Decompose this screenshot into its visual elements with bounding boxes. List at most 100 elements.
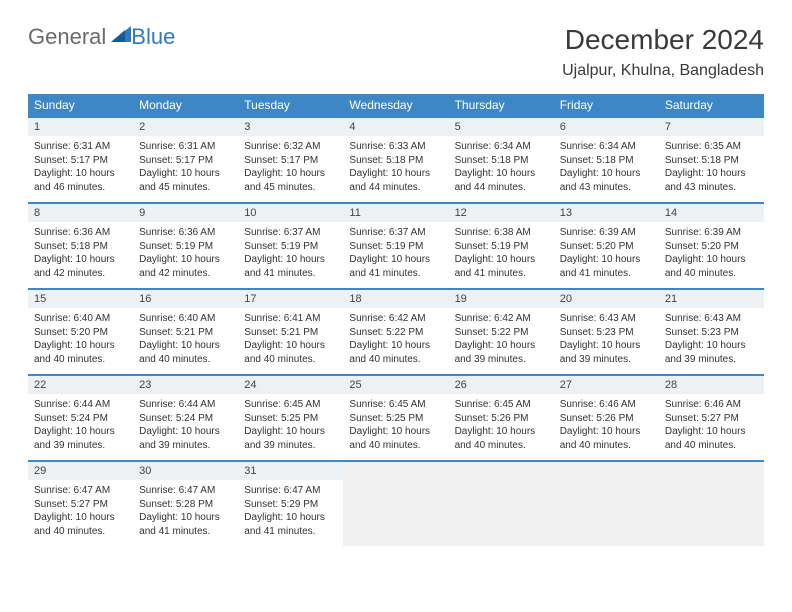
location: Ujalpur, Khulna, Bangladesh bbox=[562, 62, 764, 80]
calendar-cell: 2Sunrise: 6:31 AMSunset: 5:17 PMDaylight… bbox=[133, 117, 238, 203]
calendar-cell: 14Sunrise: 6:39 AMSunset: 5:20 PMDayligh… bbox=[659, 203, 764, 289]
sunrise-line: Sunrise: 6:40 AM bbox=[139, 312, 232, 326]
day-number: 18 bbox=[343, 290, 448, 308]
calendar-cell: 21Sunrise: 6:43 AMSunset: 5:23 PMDayligh… bbox=[659, 289, 764, 375]
calendar-cell-empty bbox=[554, 461, 659, 546]
daylight-line: Daylight: 10 hours and 45 minutes. bbox=[139, 167, 232, 194]
day-number: 21 bbox=[659, 290, 764, 308]
daylight-line: Daylight: 10 hours and 40 minutes. bbox=[455, 425, 548, 452]
day-info: Sunrise: 6:45 AMSunset: 5:26 PMDaylight:… bbox=[449, 394, 554, 460]
calendar-cell: 29Sunrise: 6:47 AMSunset: 5:27 PMDayligh… bbox=[28, 461, 133, 546]
calendar-cell: 9Sunrise: 6:36 AMSunset: 5:19 PMDaylight… bbox=[133, 203, 238, 289]
calendar-cell: 24Sunrise: 6:45 AMSunset: 5:25 PMDayligh… bbox=[238, 375, 343, 461]
title-block: December 2024 Ujalpur, Khulna, Banglades… bbox=[562, 24, 764, 80]
sunset-line: Sunset: 5:23 PM bbox=[560, 326, 653, 340]
calendar-cell: 20Sunrise: 6:43 AMSunset: 5:23 PMDayligh… bbox=[554, 289, 659, 375]
calendar-cell: 12 Sunrise: 6:38 AMSunset: 5:19 PMDayligh… bbox=[449, 203, 554, 289]
calendar-cell: 4Sunrise: 6:33 AMSunset: 5:18 PMDaylight… bbox=[343, 117, 448, 203]
calendar-row: 8Sunrise: 6:36 AMSunset: 5:18 PMDaylight… bbox=[28, 203, 764, 289]
calendar-row: 29Sunrise: 6:47 AMSunset: 5:27 PMDayligh… bbox=[28, 461, 764, 546]
calendar-cell: 18Sunrise: 6:42 AMSunset: 5:22 PMDayligh… bbox=[343, 289, 448, 375]
day-info: Sunrise: 6:40 AMSunset: 5:20 PMDaylight:… bbox=[28, 308, 133, 374]
day-info: Sunrise: 6:39 AMSunset: 5:20 PMDaylight:… bbox=[659, 222, 764, 288]
daylight-line: Daylight: 10 hours and 42 minutes. bbox=[34, 253, 127, 280]
sunset-line: Sunset: 5:19 PM bbox=[349, 240, 442, 254]
day-info: Sunrise: 6:47 AMSunset: 5:28 PMDaylight:… bbox=[133, 480, 238, 546]
sunrise-line: Sunrise: 6:47 AM bbox=[34, 484, 127, 498]
day-info: Sunrise: 6:32 AMSunset: 5:17 PMDaylight:… bbox=[238, 136, 343, 202]
calendar-cell: 16Sunrise: 6:40 AMSunset: 5:21 PMDayligh… bbox=[133, 289, 238, 375]
day-info: Sunrise: 6:35 AMSunset: 5:18 PMDaylight:… bbox=[659, 136, 764, 202]
day-number: 23 bbox=[133, 376, 238, 394]
day-number: 28 bbox=[659, 376, 764, 394]
sunrise-line: Sunrise: 6:41 AM bbox=[244, 312, 337, 326]
day-info: Sunrise: 6:46 AMSunset: 5:26 PMDaylight:… bbox=[554, 394, 659, 460]
day-info: Sunrise: 6:47 AMSunset: 5:27 PMDaylight:… bbox=[28, 480, 133, 546]
sunset-line: Sunset: 5:19 PM bbox=[244, 240, 337, 254]
day-number: 26 bbox=[449, 376, 554, 394]
sunrise-line: Sunrise: 6:45 AM bbox=[349, 398, 442, 412]
daylight-line: Daylight: 10 hours and 40 minutes. bbox=[244, 339, 337, 366]
day-number: 15 bbox=[28, 290, 133, 308]
day-info: Sunrise: 6:44 AMSunset: 5:24 PMDaylight:… bbox=[28, 394, 133, 460]
sunset-line: Sunset: 5:18 PM bbox=[665, 154, 758, 168]
daylight-line: Daylight: 10 hours and 39 minutes. bbox=[244, 425, 337, 452]
day-info: Sunrise: 6:42 AMSunset: 5:22 PMDaylight:… bbox=[343, 308, 448, 374]
day-info: Sunrise: 6:45 AMSunset: 5:25 PMDaylight:… bbox=[343, 394, 448, 460]
calendar-cell: 22Sunrise: 6:44 AMSunset: 5:24 PMDayligh… bbox=[28, 375, 133, 461]
calendar-cell: 11Sunrise: 6:37 AMSunset: 5:19 PMDayligh… bbox=[343, 203, 448, 289]
daylight-line: Daylight: 10 hours and 41 minutes. bbox=[455, 253, 548, 280]
sunset-line: Sunset: 5:18 PM bbox=[34, 240, 127, 254]
sunset-line: Sunset: 5:22 PM bbox=[349, 326, 442, 340]
sunrise-line: Sunrise: 6:34 AM bbox=[455, 140, 548, 154]
day-info: Sunrise: 6:33 AMSunset: 5:18 PMDaylight:… bbox=[343, 136, 448, 202]
daylight-line: Daylight: 10 hours and 43 minutes. bbox=[560, 167, 653, 194]
daylight-line: Daylight: 10 hours and 41 minutes. bbox=[349, 253, 442, 280]
calendar-cell: 10Sunrise: 6:37 AMSunset: 5:19 PMDayligh… bbox=[238, 203, 343, 289]
day-header: Thursday bbox=[449, 94, 554, 117]
daylight-line: Daylight: 10 hours and 45 minutes. bbox=[244, 167, 337, 194]
sunset-line: Sunset: 5:19 PM bbox=[455, 240, 548, 254]
day-info: Sunrise: 6:40 AMSunset: 5:21 PMDaylight:… bbox=[133, 308, 238, 374]
day-info: Sunrise: 6:31 AMSunset: 5:17 PMDaylight:… bbox=[133, 136, 238, 202]
day-number: 3 bbox=[238, 118, 343, 136]
daylight-line: Daylight: 10 hours and 41 minutes. bbox=[560, 253, 653, 280]
logo: General Blue bbox=[28, 24, 175, 50]
daylight-line: Daylight: 10 hours and 40 minutes. bbox=[34, 511, 127, 538]
day-info: Sunrise: 6:34 AMSunset: 5:18 PMDaylight:… bbox=[449, 136, 554, 202]
logo-text-blue: Blue bbox=[131, 24, 175, 50]
daylight-line: Daylight: 10 hours and 41 minutes. bbox=[244, 511, 337, 538]
daylight-line: Daylight: 10 hours and 39 minutes. bbox=[139, 425, 232, 452]
daylight-line: Daylight: 10 hours and 46 minutes. bbox=[34, 167, 127, 194]
sunset-line: Sunset: 5:22 PM bbox=[455, 326, 548, 340]
calendar-cell: 5Sunrise: 6:34 AMSunset: 5:18 PMDaylight… bbox=[449, 117, 554, 203]
calendar-row: 15Sunrise: 6:40 AMSunset: 5:20 PMDayligh… bbox=[28, 289, 764, 375]
daylight-line: Daylight: 10 hours and 44 minutes. bbox=[455, 167, 548, 194]
sunset-line: Sunset: 5:28 PM bbox=[139, 498, 232, 512]
day-number: 30 bbox=[133, 462, 238, 480]
sunset-line: Sunset: 5:17 PM bbox=[139, 154, 232, 168]
logo-text-general: General bbox=[28, 24, 106, 50]
daylight-line: Daylight: 10 hours and 41 minutes. bbox=[244, 253, 337, 280]
sunset-line: Sunset: 5:20 PM bbox=[34, 326, 127, 340]
sunrise-line: Sunrise: 6:43 AM bbox=[560, 312, 653, 326]
calendar-cell: 13Sunrise: 6:39 AMSunset: 5:20 PMDayligh… bbox=[554, 203, 659, 289]
calendar-row: 1Sunrise: 6:31 AMSunset: 5:17 PMDaylight… bbox=[28, 117, 764, 203]
sunset-line: Sunset: 5:24 PM bbox=[34, 412, 127, 426]
day-info: Sunrise: 6:45 AMSunset: 5:25 PMDaylight:… bbox=[238, 394, 343, 460]
logo-sail-icon bbox=[111, 26, 131, 42]
sunrise-line: Sunrise: 6:38 AM bbox=[455, 226, 548, 240]
daylight-line: Daylight: 10 hours and 40 minutes. bbox=[665, 425, 758, 452]
day-header: Tuesday bbox=[238, 94, 343, 117]
calendar-cell: 30Sunrise: 6:47 AMSunset: 5:28 PMDayligh… bbox=[133, 461, 238, 546]
day-number: 16 bbox=[133, 290, 238, 308]
day-number: 2 bbox=[133, 118, 238, 136]
calendar-cell: 26Sunrise: 6:45 AMSunset: 5:26 PMDayligh… bbox=[449, 375, 554, 461]
sunrise-line: Sunrise: 6:37 AM bbox=[244, 226, 337, 240]
day-number: 27 bbox=[554, 376, 659, 394]
day-header: Wednesday bbox=[343, 94, 448, 117]
sunrise-line: Sunrise: 6:31 AM bbox=[139, 140, 232, 154]
day-number: 12 bbox=[449, 204, 554, 222]
sunset-line: Sunset: 5:19 PM bbox=[139, 240, 232, 254]
daylight-line: Daylight: 10 hours and 42 minutes. bbox=[139, 253, 232, 280]
